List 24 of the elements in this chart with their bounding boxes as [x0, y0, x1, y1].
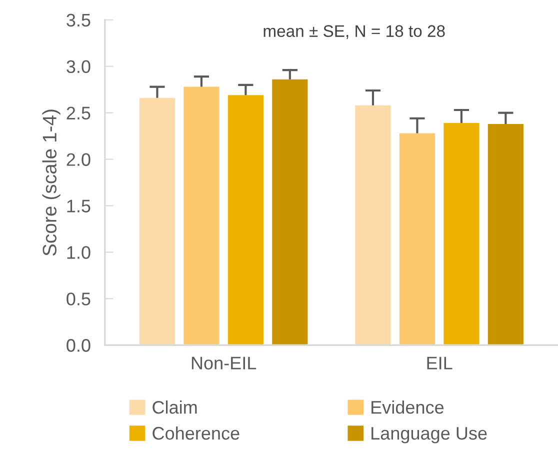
- y-tick-label: 1.5: [67, 200, 90, 212]
- bar: [355, 105, 391, 346]
- bar: [488, 124, 524, 346]
- chart-title: mean ± SE, N = 18 to 28: [264, 25, 445, 39]
- y-tick-label: 0.5: [66, 292, 90, 306]
- bar: [444, 123, 480, 346]
- y-tick-label: 3.0: [66, 60, 90, 74]
- bar: [228, 95, 264, 346]
- x-tick-label: Non-EIL: [192, 356, 256, 370]
- x-tick-label: EIL: [427, 356, 452, 370]
- bar: [399, 133, 436, 346]
- y-axis-title: Score (scale 1-4): [42, 110, 60, 256]
- y-tick-label: 3.5: [66, 14, 90, 27]
- bar: [184, 86, 220, 346]
- legend-label: Evidence: [372, 400, 444, 414]
- bar: [139, 98, 176, 346]
- y-tick-label: 0.0: [66, 339, 90, 352]
- y-tick-label: 1.0: [67, 246, 90, 259]
- legend-label: Language Use: [372, 427, 487, 444]
- y-tick-label: 2.0: [66, 153, 90, 166]
- bar: [272, 79, 308, 346]
- legend-label: Coherence: [152, 426, 240, 440]
- legend-label: Claim: [152, 400, 197, 414]
- y-tick-label: 2.5: [66, 106, 90, 120]
